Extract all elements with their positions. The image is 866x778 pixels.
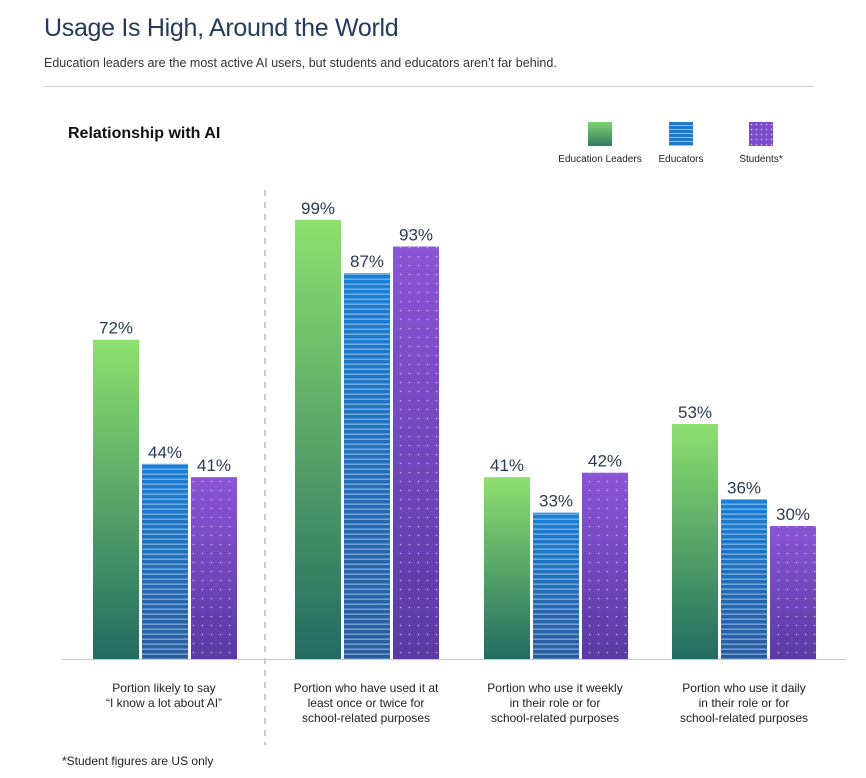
legend-swatch-education-leaders: [588, 122, 612, 146]
data-label-students-2: 42%: [588, 452, 622, 471]
data-label-leaders-0: 72%: [99, 319, 133, 338]
bar-pattern-educators-2: [533, 512, 579, 659]
bar-pattern-students-3: [770, 525, 816, 659]
header-divider: [44, 86, 814, 87]
legend-label: Educators: [658, 154, 704, 165]
category-label-line: school-related purposes: [301, 711, 431, 725]
data-label-leaders-3: 53%: [678, 403, 712, 422]
legend-item-education-leaders: Education Leaders: [552, 122, 648, 165]
bar-pattern-educators-0: [142, 463, 188, 659]
bar-pattern-students-0: [191, 477, 237, 659]
data-label-leaders-2: 41%: [490, 456, 524, 475]
data-label-students-1: 93%: [399, 226, 433, 245]
category-label-line: least once or twice for: [307, 696, 425, 710]
category-label-line: school-related purposes: [679, 711, 809, 725]
bar-leaders-1: [295, 219, 341, 659]
legend-label: Students*: [739, 154, 783, 165]
page-title: Usage Is High, Around the World: [44, 14, 399, 42]
category-label-line: in their role or for: [509, 696, 601, 710]
footnote: *Student figures are US only: [62, 754, 214, 768]
bar-pattern-educators-3: [721, 499, 767, 659]
bar-leaders-2: [484, 477, 530, 659]
data-label-educators-1: 87%: [350, 252, 384, 271]
bar-pattern-students-1: [393, 246, 439, 660]
category-label-line: Portion who use it daily: [682, 681, 806, 695]
data-label-leaders-1: 99%: [301, 199, 335, 218]
bar-leaders-0: [93, 339, 139, 659]
legend-swatch-students: [749, 122, 773, 146]
bar-pattern-students-2: [582, 472, 628, 659]
data-label-educators-0: 44%: [148, 443, 182, 462]
category-label-3: Portion who use it daily in their role or…: [654, 681, 834, 726]
category-label-line: in their role or for: [698, 696, 790, 710]
chart-title: Relationship with AI: [68, 125, 221, 142]
bar-pattern-educators-1: [344, 273, 390, 659]
legend-item-students: Students*: [728, 122, 794, 165]
data-label-educators-2: 33%: [539, 492, 573, 511]
data-label-educators-3: 36%: [727, 478, 761, 497]
bar-leaders-3: [672, 423, 718, 659]
legend-swatch-educators: [669, 122, 693, 146]
category-label-line: Portion who have used it at: [293, 681, 439, 695]
data-label-students-3: 30%: [776, 505, 810, 524]
legend-item-educators: Educators: [650, 122, 712, 165]
legend-label: Education Leaders: [558, 154, 642, 165]
data-label-students-0: 41%: [197, 456, 231, 475]
category-label-line: Portion likely to say: [112, 681, 216, 695]
category-label-line: “I know a lot about AI”: [105, 696, 223, 710]
category-label-line: school-related purposes: [490, 711, 620, 725]
category-label-1: Portion who have used it at least once or…: [276, 681, 456, 726]
category-label-0: Portion likely to say “I know a lot about…: [74, 681, 254, 711]
category-label-2: Portion who use it weekly in their role o…: [465, 681, 645, 726]
page-subtitle: Education leaders are the most active AI…: [44, 56, 557, 70]
category-label-line: Portion who use it weekly: [487, 681, 623, 695]
